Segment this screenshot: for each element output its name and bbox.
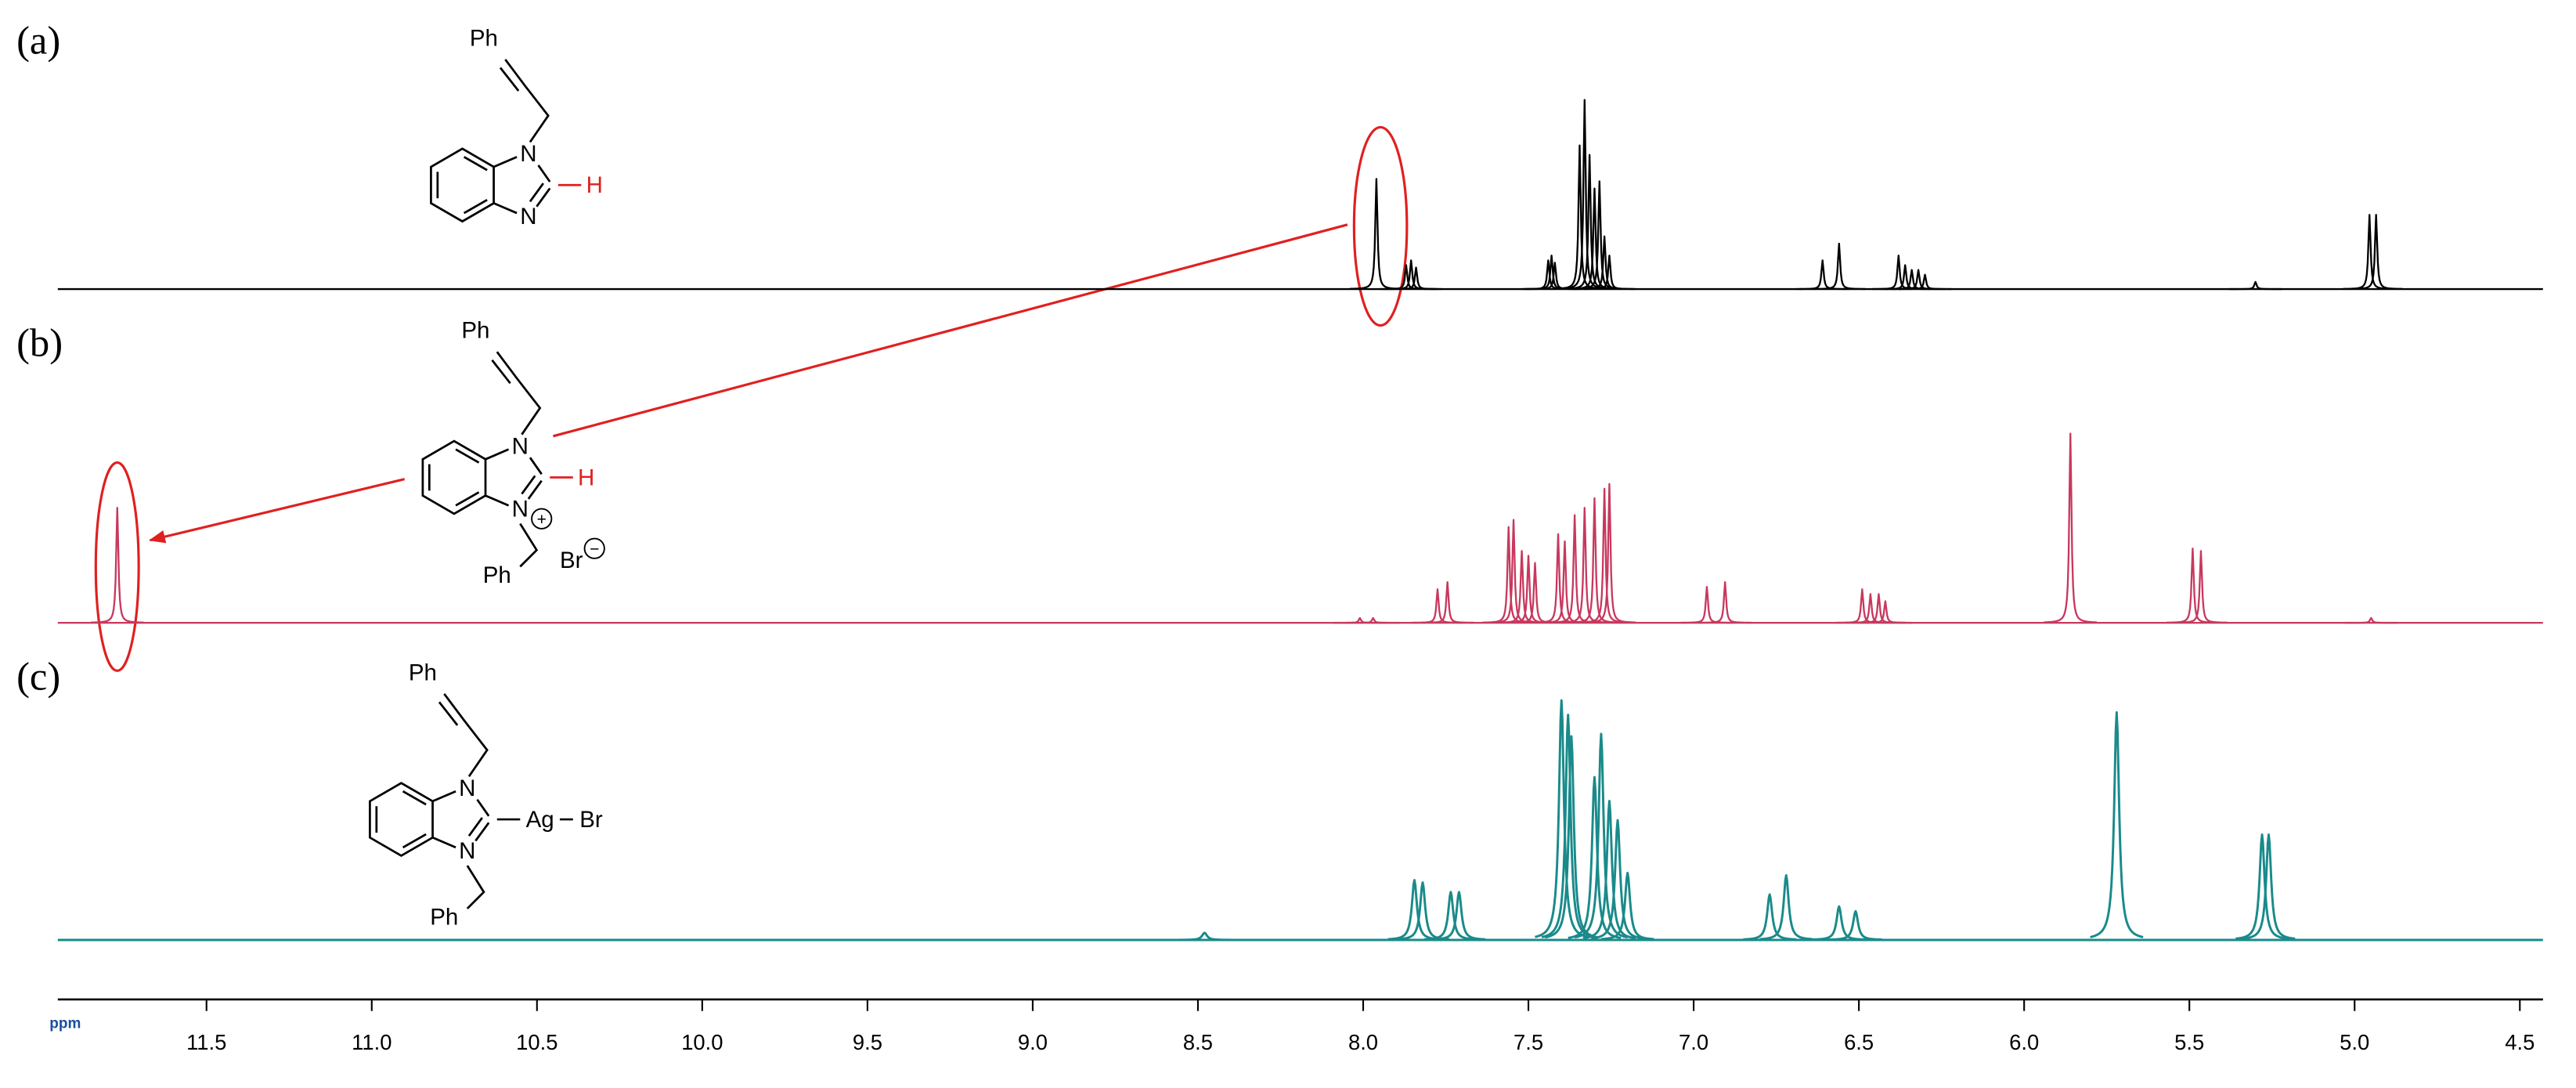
x-tick-label: 10.5 <box>516 1030 557 1054</box>
peak <box>1582 483 1636 624</box>
atom: Ph <box>470 25 498 51</box>
peak <box>1544 735 1599 939</box>
panel-label: (a) <box>16 19 60 63</box>
peak <box>1387 879 1441 941</box>
x-tick-label: 5.0 <box>2340 1030 2369 1054</box>
structure-c: Ph N N Ag Br Ph <box>369 660 603 930</box>
peak <box>2344 616 2398 624</box>
peak <box>1384 259 1438 291</box>
peak <box>1871 255 1925 291</box>
peak <box>1582 255 1636 291</box>
structure-a: Ph N N H <box>430 25 603 230</box>
spectra: ppm 11.5 11.0 10.5 10.0 9.5 9.0 8.5 8.0 7.5 7.0 6.5… <box>16 19 2543 1054</box>
x-tick-label: 5.5 <box>2174 1030 2204 1054</box>
x-tick-label: 7.5 <box>1513 1030 1543 1054</box>
peak <box>1600 871 1654 941</box>
peak <box>1557 507 1611 624</box>
peak <box>1568 497 1622 624</box>
atom: N <box>459 775 475 801</box>
peak <box>2090 711 2144 938</box>
peak <box>1582 800 1636 940</box>
atom: Ph <box>409 660 437 685</box>
annotation <box>94 125 1409 672</box>
x-tick-label: 9.5 <box>853 1030 882 1054</box>
peak <box>2174 550 2228 624</box>
atom: Ph <box>483 562 511 588</box>
peak <box>1680 586 1734 624</box>
peak <box>2242 833 2296 940</box>
peak <box>1411 588 1464 624</box>
peak <box>1420 580 1474 624</box>
peak <box>1743 893 1797 941</box>
atom: N <box>520 204 536 230</box>
structure-b: Ph N N H + Br − Ph <box>421 318 605 588</box>
peak <box>1568 775 1622 939</box>
atom: N <box>512 433 529 459</box>
peak <box>1380 264 1433 291</box>
atom: Br <box>579 807 603 833</box>
x-tick-label: 7.0 <box>1679 1030 1708 1054</box>
peak <box>1898 273 1952 291</box>
atom: H <box>578 464 594 490</box>
peak <box>1423 891 1477 941</box>
peak <box>2228 280 2282 291</box>
peak <box>1590 819 1645 940</box>
x-tick-label: 6.5 <box>1844 1030 1874 1054</box>
peak <box>1178 931 1232 942</box>
x-tick-label: 8.5 <box>1183 1030 1213 1054</box>
x-tick-label: 11.0 <box>352 1030 391 1054</box>
x-tick-label: 11.5 <box>186 1030 226 1054</box>
x-tick-label: 10.0 <box>681 1030 723 1054</box>
x-tick-label: 9.0 <box>1018 1030 1048 1054</box>
peak <box>1859 600 1912 624</box>
peak <box>1812 905 1866 941</box>
peak <box>2044 432 2098 624</box>
peak <box>1432 891 1486 941</box>
peak <box>1759 873 1813 941</box>
peak <box>2235 833 2289 940</box>
peak <box>1813 242 1866 291</box>
peak <box>1389 266 1443 291</box>
atom: H <box>586 172 603 198</box>
peak <box>1795 259 1849 291</box>
atom: Ph <box>430 904 458 930</box>
atom: Br <box>560 548 583 573</box>
peak <box>2166 548 2220 624</box>
charge: − <box>590 540 599 558</box>
x-tick-label: 4.5 <box>2505 1030 2535 1054</box>
peak <box>1698 580 1752 624</box>
x-axis-label: ppm <box>49 1016 81 1032</box>
peak <box>2343 214 2397 291</box>
charge: + <box>537 511 547 529</box>
x-tick-label: 6.0 <box>2009 1030 2039 1054</box>
atom: N <box>512 496 529 522</box>
peak <box>1828 909 1883 942</box>
atom: N <box>520 141 536 167</box>
peak <box>1495 550 1549 624</box>
peak <box>1346 616 1400 624</box>
panel-label: (c) <box>16 655 60 699</box>
peak <box>90 507 144 624</box>
panel-label: (b) <box>16 321 63 365</box>
atom: Ph <box>461 318 489 344</box>
atom: Ag <box>526 807 554 833</box>
peak <box>2349 214 2403 291</box>
atom: N <box>459 838 475 864</box>
x-tick-label: 8.0 <box>1348 1030 1378 1054</box>
